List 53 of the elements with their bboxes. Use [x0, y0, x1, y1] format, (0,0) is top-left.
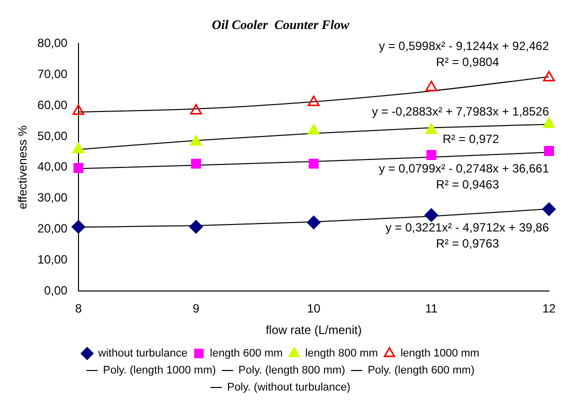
- point: [308, 124, 320, 135]
- point: [191, 158, 202, 169]
- point: [189, 220, 203, 234]
- annotation: R² = 0,972: [442, 132, 500, 146]
- point: [190, 135, 202, 146]
- legend-label: length 800 mm: [305, 348, 378, 360]
- y-axis-title: effectiveness %: [16, 125, 30, 210]
- point: [306, 216, 320, 230]
- legend-label: Poly. (length 800 mm): [238, 364, 346, 377]
- point: [73, 163, 84, 174]
- annotation: y = -0,2883x² + 7,7983x + 1,8526: [372, 104, 550, 119]
- point: [425, 124, 438, 134]
- point: [542, 202, 556, 216]
- chart-title: Oil Cooler Counter Flow: [212, 17, 350, 32]
- x-tick-label: 11: [425, 302, 438, 316]
- legend-label: Poly. (length 1000 mm): [103, 364, 216, 377]
- legend-label: Poly. (length 600 mm): [368, 364, 474, 377]
- point: [308, 158, 319, 169]
- x-tick-label: 8: [75, 302, 82, 316]
- point: [72, 104, 84, 115]
- x-tick-label: 12: [542, 302, 556, 316]
- point: [190, 104, 202, 115]
- point: [424, 208, 438, 222]
- annotation: y = 0,3221x² - 4,9712x + 39,86: [386, 220, 550, 235]
- point: [308, 96, 320, 106]
- point: [425, 80, 438, 92]
- legend-label: Poly. (without turbulance): [227, 382, 350, 394]
- y-tick-label: 50,00: [37, 128, 68, 143]
- y-tick-label: 80,00: [37, 36, 68, 50]
- x-tick-label: 9: [192, 302, 200, 316]
- y-tick-label: 20,00: [37, 222, 68, 236]
- point: [543, 70, 555, 82]
- y-tick-label: 30,00: [37, 190, 68, 205]
- point: [544, 146, 554, 156]
- legend-label: without turbulance: [97, 348, 188, 360]
- annotation: y = 0,5998x² - 9,1244x + 92,462: [378, 39, 550, 54]
- annotation: y = 0,0799x² - 0,2748x + 36,661: [378, 162, 550, 176]
- y-tick-label: 40,00: [37, 160, 68, 174]
- point: [543, 117, 555, 128]
- annotation: R² = 0,9804: [436, 55, 500, 70]
- x-tick-label: 10: [307, 302, 321, 316]
- point: [72, 220, 86, 234]
- y-tick-label: 70,00: [37, 66, 68, 81]
- x-axis-title: flow rate (L/menit): [266, 323, 362, 338]
- y-tick-label: 10,00: [37, 252, 68, 267]
- y-tick-label: 0,00: [44, 284, 68, 298]
- annotation: R² = 0,9463: [436, 178, 500, 192]
- annotation: R² = 0,9763: [436, 236, 500, 251]
- legend-label: length 1000 mm: [400, 348, 480, 360]
- point: [426, 150, 436, 160]
- y-tick-label: 60,00: [37, 98, 68, 112]
- legend-label: length 600 mm: [210, 348, 283, 360]
- point: [72, 142, 84, 154]
